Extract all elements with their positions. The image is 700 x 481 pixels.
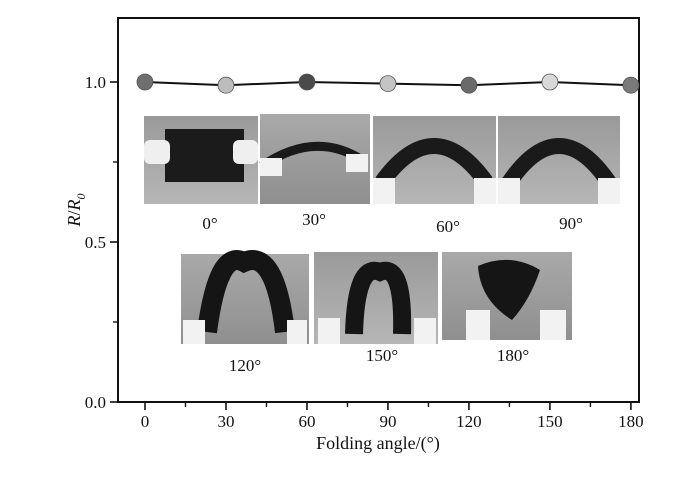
data-point-120 xyxy=(460,76,478,94)
y-tick-label-0.0: 0.0 xyxy=(85,393,106,412)
inset-photo-1 xyxy=(144,116,258,204)
inset-photo-2 xyxy=(259,114,370,204)
x-axis-label: Folding angle/(°) xyxy=(316,433,440,454)
y-tick-label-0.5: 0.5 xyxy=(85,233,106,252)
inset-label-120: 120° xyxy=(229,356,261,375)
x-tick-label-0: 0 xyxy=(141,412,150,431)
inset-photo-3 xyxy=(373,116,496,204)
x-tick-label-120: 120 xyxy=(456,412,482,431)
svg-text:R/R0: R/R0 xyxy=(64,193,88,227)
inset-photo-7 xyxy=(442,252,572,340)
inset-label-180: 180° xyxy=(497,346,529,365)
y-axis-label: R/R0 xyxy=(64,193,88,227)
data-point-180 xyxy=(622,76,640,94)
x-tick-label-180: 180 xyxy=(618,412,644,431)
inset-photo-5 xyxy=(181,250,309,344)
inset-label-60: 60° xyxy=(436,217,460,236)
x-tick-label-90: 90 xyxy=(379,412,396,431)
x-tick-label-30: 30 xyxy=(217,412,234,431)
y-tick-label-1.0: 1.0 xyxy=(85,73,106,92)
x-tick-label-60: 60 xyxy=(298,412,315,431)
inset-photo-6 xyxy=(314,252,438,344)
inset-label-30: 30° xyxy=(302,210,326,229)
y-axis-ticks: 0.0 0.5 1.0 xyxy=(85,73,118,412)
inset-label-0: 0° xyxy=(202,214,217,233)
y-axis-label-main: R xyxy=(64,216,84,228)
plot-frame xyxy=(117,17,640,403)
inset-label-90: 90° xyxy=(559,214,583,233)
y-axis-label-denominator: R xyxy=(64,199,84,211)
inset-photo-4 xyxy=(498,116,620,204)
data-point-0 xyxy=(136,73,154,91)
data-point-90 xyxy=(379,75,397,92)
data-point-30 xyxy=(217,76,235,94)
data-point-150 xyxy=(541,73,559,91)
inset-photos xyxy=(144,114,620,344)
x-axis-ticks: 0 30 60 90 120 150 180 xyxy=(141,402,644,431)
y-axis-label-subscript: 0 xyxy=(74,193,88,199)
data-point-60 xyxy=(298,73,316,91)
inset-photo-labels: 0° 30° 60° 90° 120° 150° 180° xyxy=(202,210,583,375)
inset-label-150: 150° xyxy=(366,346,398,365)
data-series xyxy=(136,73,640,94)
x-tick-label-150: 150 xyxy=(537,412,563,431)
